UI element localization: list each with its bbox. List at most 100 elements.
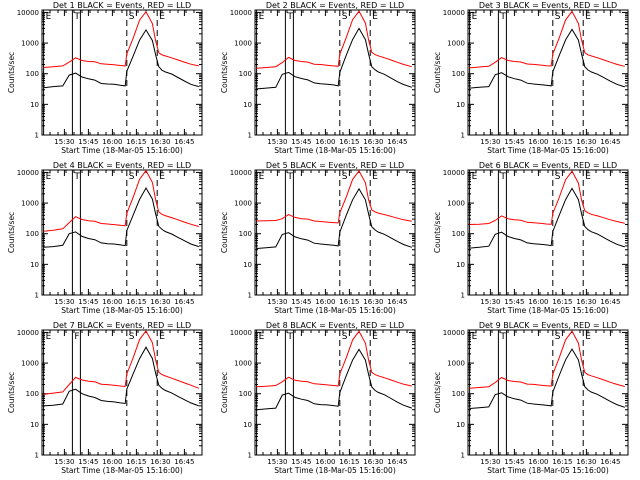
x-axis-label: Start Time (18-Mar-05 15:16:00) <box>61 306 183 315</box>
panel-title-detector: Det 2 <box>266 1 288 10</box>
marker-label: E <box>372 12 378 22</box>
y-tick-label: 100 <box>452 390 465 398</box>
x-tick-label: 16:45 <box>174 458 194 466</box>
x-tick-label: 16:45 <box>174 298 194 306</box>
marker-label: F <box>74 332 79 342</box>
y-tick-label: 10 <box>30 101 39 109</box>
y-tick-label: 10000 <box>443 329 465 337</box>
marker-label: T <box>286 12 293 22</box>
y-tick-label: 1000 <box>234 360 252 368</box>
marker-label: E <box>585 172 591 182</box>
y-tick-label: 100 <box>239 70 252 78</box>
y-tick-label: 10000 <box>17 169 39 177</box>
marker-label: E <box>472 332 478 342</box>
y-tick-label: 1 <box>248 452 252 460</box>
y-tick-label: 10 <box>243 101 252 109</box>
x-tick-label: 16:30 <box>576 458 596 466</box>
y-tick-label: 1000 <box>447 200 465 208</box>
lld-series-line <box>256 10 412 69</box>
events-series-line <box>256 187 412 249</box>
x-axis-label: Start Time (18-Mar-05 15:16:00) <box>274 306 396 315</box>
y-axis-label: Counts/sec <box>7 212 16 253</box>
x-tick-label: 15:30 <box>54 298 74 306</box>
chart-panel-9: Det 9 BLACK = Events, RED = LLD 1 10 100 100… <box>433 321 629 475</box>
marker-label: T <box>73 12 80 22</box>
x-tick-label: 16:30 <box>150 298 170 306</box>
x-tick-label: 15:45 <box>78 298 98 306</box>
x-tick-label: 16:30 <box>150 458 170 466</box>
events-series-line <box>43 28 199 89</box>
x-tick-label: 16:00 <box>528 298 548 306</box>
x-tick-label: 15:45 <box>78 458 98 466</box>
marker-label: E <box>472 12 478 22</box>
chart-panel-3: Det 3 BLACK = Events, RED = LLD 1 10 100 100… <box>433 1 629 155</box>
x-tick-label: 16:45 <box>387 298 407 306</box>
y-tick-label: 1000 <box>447 40 465 48</box>
y-tick-label: 100 <box>452 230 465 238</box>
lld-series-line <box>256 330 412 388</box>
x-tick-label: 16:00 <box>102 458 122 466</box>
y-tick-label: 1 <box>35 292 39 300</box>
y-axis-label: Counts/sec <box>7 52 16 93</box>
y-axis-label: Counts/sec <box>433 212 442 253</box>
marker-label: E <box>259 332 265 342</box>
x-tick-label: 15:30 <box>267 298 287 306</box>
y-tick-label: 10 <box>456 261 465 269</box>
x-tick-label: 15:45 <box>504 138 524 146</box>
marker-label: E <box>259 12 265 22</box>
x-tick-label: 15:30 <box>480 138 500 146</box>
events-series-line <box>469 348 625 409</box>
x-tick-label: 16:30 <box>363 138 383 146</box>
y-tick-label: 10000 <box>230 169 252 177</box>
x-tick-label: 16:00 <box>315 458 335 466</box>
events-series-line <box>43 186 199 248</box>
y-tick-label: 1 <box>248 292 252 300</box>
x-tick-label: 16:15 <box>126 458 146 466</box>
marker-label: E <box>372 332 378 342</box>
marker-label: E <box>472 172 478 182</box>
y-tick-label: 1000 <box>21 200 39 208</box>
y-tick-label: 10000 <box>230 329 252 337</box>
marker-label: T <box>286 172 293 182</box>
marker-label: E <box>46 332 52 342</box>
x-tick-label: 15:45 <box>291 458 311 466</box>
x-tick-label: 15:45 <box>291 298 311 306</box>
x-tick-label: 16:45 <box>600 458 620 466</box>
chart-panel-6: Det 6 BLACK = Events, RED = LLD 1 10 100 100… <box>433 161 629 315</box>
x-tick-label: 16:00 <box>528 458 548 466</box>
y-tick-label: 1000 <box>234 40 252 48</box>
events-series-line <box>43 346 199 407</box>
marker-label: E <box>46 12 52 22</box>
x-axis-label: Start Time (18-Mar-05 15:16:00) <box>487 306 609 315</box>
panel-title-suffix: BLACK = Events, RED = LLD <box>75 161 191 170</box>
y-tick-label: 1000 <box>21 40 39 48</box>
marker-label: E <box>585 12 591 22</box>
y-tick-label: 1 <box>461 132 465 140</box>
y-tick-label: 100 <box>452 70 465 78</box>
plot-frame <box>41 9 203 136</box>
plot-frame <box>41 169 203 296</box>
panel-title: Det 5 BLACK = Events, RED = LLD <box>266 161 404 170</box>
plot-frame <box>41 329 203 456</box>
plot-frame <box>254 9 416 136</box>
panel-title-suffix: BLACK = Events, RED = LLD <box>501 161 617 170</box>
events-series-line <box>469 187 625 249</box>
y-tick-label: 10 <box>30 261 39 269</box>
panel-title-suffix: BLACK = Events, RED = LLD <box>75 321 191 330</box>
y-tick-label: 10 <box>243 261 252 269</box>
x-tick-label: 16:00 <box>102 138 122 146</box>
lld-series-line <box>469 330 625 389</box>
x-tick-label: 16:30 <box>576 298 596 306</box>
marker-label: S <box>342 12 348 22</box>
panel-title-suffix: BLACK = Events, RED = LLD <box>288 321 404 330</box>
lld-series-line <box>43 169 199 232</box>
x-tick-label: 16:00 <box>102 298 122 306</box>
marker-label: E <box>585 332 591 342</box>
x-tick-label: 16:30 <box>576 138 596 146</box>
panel-title: Det 2 BLACK = Events, RED = LLD <box>266 1 404 10</box>
chart-panel-4: Det 4 BLACK = Events, RED = LLD 1 10 100 100… <box>7 161 203 315</box>
x-tick-label: 16:30 <box>363 298 383 306</box>
chart-panel-2: Det 2 BLACK = Events, RED = LLD 1 10 100 100… <box>220 1 416 155</box>
events-series-line <box>469 28 625 89</box>
